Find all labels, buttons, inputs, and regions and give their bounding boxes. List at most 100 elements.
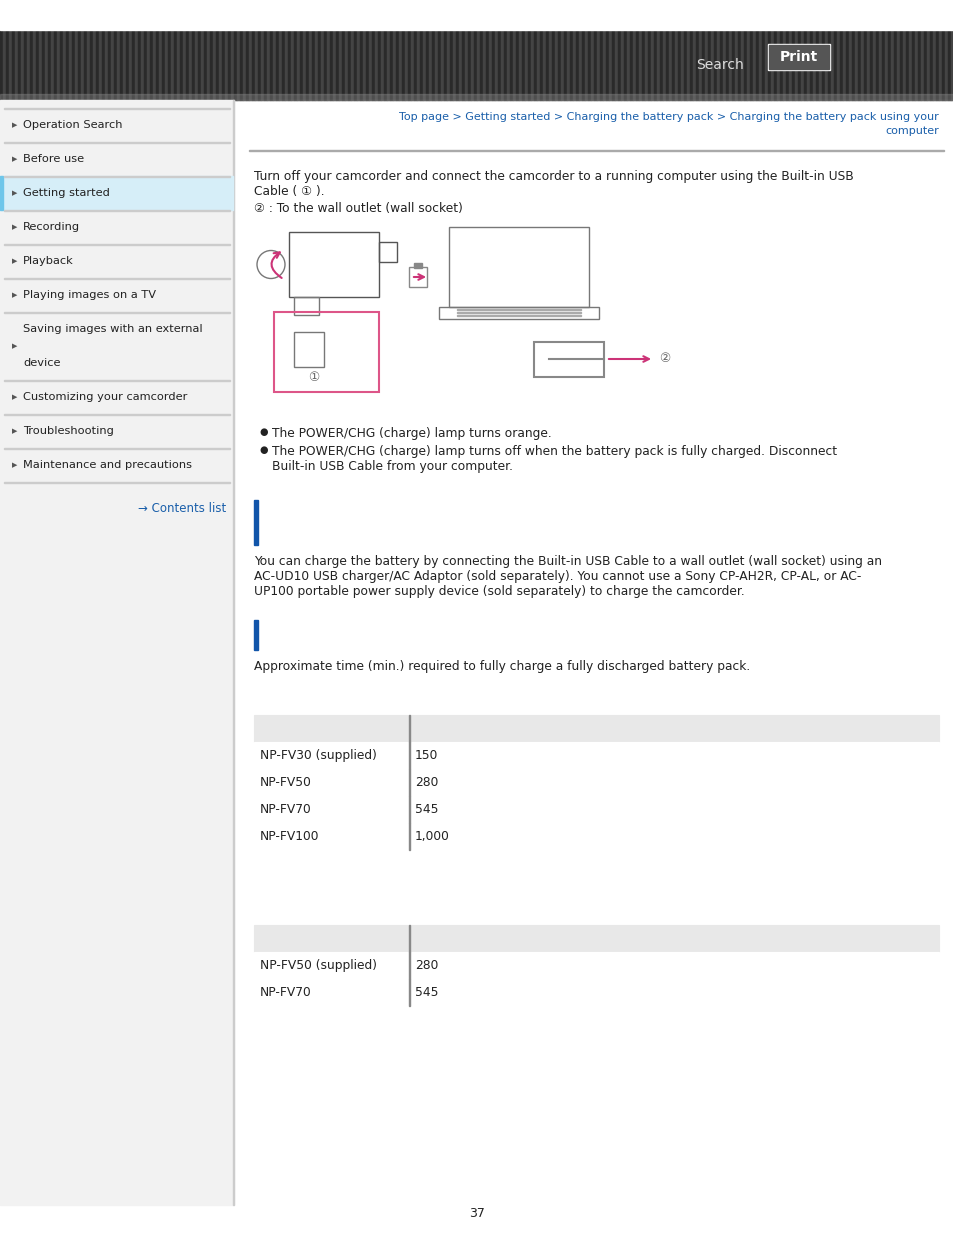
Bar — [194, 30, 198, 100]
Bar — [675, 30, 678, 100]
Text: ●: ● — [258, 445, 267, 454]
Bar — [317, 30, 320, 100]
Text: ▶: ▶ — [12, 190, 17, 196]
Bar — [274, 312, 378, 391]
Bar — [204, 30, 207, 100]
Text: Before use: Before use — [23, 154, 84, 164]
Bar — [75, 30, 78, 100]
Bar — [734, 30, 738, 100]
Bar — [713, 30, 717, 100]
Bar — [312, 30, 314, 100]
Bar — [138, 30, 141, 100]
Bar — [419, 30, 422, 100]
Bar — [524, 30, 527, 100]
Bar — [482, 30, 485, 100]
Text: NP-FV70: NP-FV70 — [260, 986, 312, 999]
Bar — [833, 30, 836, 100]
Bar — [797, 30, 801, 100]
Bar — [54, 30, 57, 100]
Bar — [558, 30, 560, 100]
Bar — [923, 30, 926, 100]
Bar — [282, 30, 285, 100]
Text: 545: 545 — [415, 986, 438, 999]
Text: Approximate time (min.) required to fully charge a fully discharged battery pack: Approximate time (min.) required to full… — [253, 659, 749, 673]
Bar — [225, 30, 228, 100]
Bar — [447, 30, 450, 100]
Bar — [527, 30, 531, 100]
Bar — [253, 715, 938, 742]
Bar — [743, 30, 746, 100]
Bar — [440, 30, 443, 100]
Bar — [66, 30, 69, 100]
Text: 1,000: 1,000 — [415, 830, 450, 844]
Bar — [950, 30, 953, 100]
Bar — [578, 30, 581, 100]
Bar — [662, 30, 665, 100]
Bar — [409, 797, 410, 823]
Bar — [752, 30, 755, 100]
Bar — [409, 715, 410, 742]
Bar — [449, 227, 588, 308]
Bar — [935, 30, 938, 100]
Bar — [228, 30, 231, 100]
Bar — [359, 30, 363, 100]
Text: ▶: ▶ — [12, 462, 17, 468]
Text: Top page > Getting started > Charging the battery pack > Charging the battery pa: Top page > Getting started > Charging th… — [399, 112, 938, 122]
Bar — [12, 30, 15, 100]
Bar — [132, 30, 135, 100]
Text: ▶: ▶ — [12, 258, 17, 264]
Bar — [755, 30, 759, 100]
Bar — [90, 30, 92, 100]
Bar — [623, 30, 626, 100]
Bar — [236, 30, 240, 100]
Bar — [416, 30, 419, 100]
Bar — [641, 30, 644, 100]
Bar — [71, 30, 75, 100]
Bar — [390, 30, 393, 100]
Bar — [264, 30, 267, 100]
Bar — [678, 30, 680, 100]
Bar — [173, 30, 177, 100]
Text: The POWER/CHG (charge) lamp turns orange.: The POWER/CHG (charge) lamp turns orange… — [272, 427, 551, 440]
Bar — [657, 30, 659, 100]
Bar — [432, 30, 435, 100]
Bar — [351, 30, 354, 100]
Bar — [869, 30, 872, 100]
Bar — [932, 30, 935, 100]
Bar — [378, 242, 396, 262]
Bar — [354, 30, 356, 100]
Bar — [108, 30, 111, 100]
Bar — [299, 30, 303, 100]
Bar — [728, 30, 731, 100]
Bar — [254, 30, 257, 100]
Bar — [806, 30, 809, 100]
Bar — [409, 742, 410, 769]
Bar — [587, 30, 590, 100]
Bar — [215, 30, 219, 100]
Bar — [842, 30, 845, 100]
Text: NP-FV50: NP-FV50 — [260, 776, 312, 789]
Bar — [801, 30, 803, 100]
Bar — [147, 30, 150, 100]
Bar — [144, 30, 147, 100]
Bar — [461, 30, 464, 100]
Bar — [887, 30, 890, 100]
Text: ①: ① — [308, 370, 319, 384]
Bar — [96, 30, 99, 100]
Bar — [261, 30, 264, 100]
Bar — [45, 30, 48, 100]
Bar — [0, 94, 953, 100]
Bar — [650, 30, 654, 100]
Bar — [866, 30, 869, 100]
Bar — [246, 30, 249, 100]
Bar — [489, 30, 492, 100]
Bar — [409, 267, 427, 287]
Text: Search: Search — [696, 58, 743, 72]
Bar — [309, 30, 312, 100]
Bar — [252, 30, 254, 100]
Text: UP100 portable power supply device (sold separately) to charge the camcorder.: UP100 portable power supply device (sold… — [253, 585, 744, 598]
Bar — [749, 30, 752, 100]
Bar — [696, 30, 699, 100]
Bar — [812, 30, 815, 100]
Bar — [597, 30, 599, 100]
